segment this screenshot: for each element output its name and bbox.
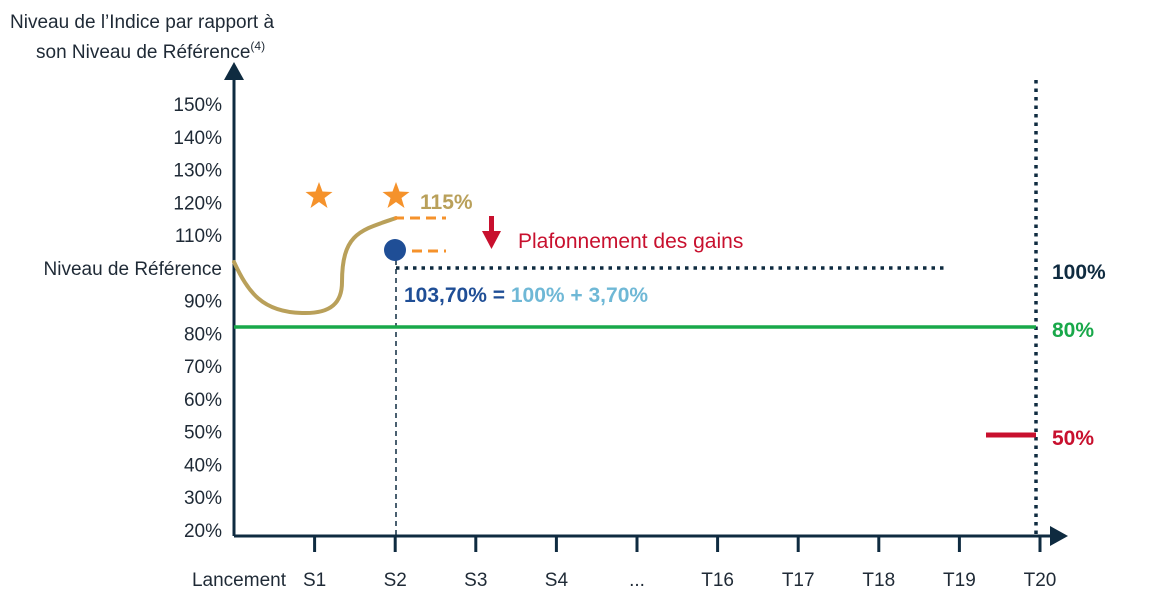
x-tick-label: Lancement	[192, 570, 287, 591]
right-label-80: 80%	[1052, 319, 1094, 342]
formula: 103,70% = 100% + 3,70%	[404, 284, 648, 307]
y-tick-label: 90%	[184, 292, 222, 313]
x-tick-label: S3	[464, 570, 487, 591]
ticks-layer: 150% 140% 130% 120% 110% Niveau de Référence 9…	[44, 95, 1057, 591]
formula-rest: 100% + 3,70%	[511, 284, 649, 307]
y-tick-label: 80%	[184, 324, 222, 345]
y-tick-label: 30%	[184, 488, 222, 509]
y-tick-label: 130%	[173, 161, 222, 182]
x-tick-label: T19	[943, 570, 976, 591]
x-tick-label: T16	[701, 570, 734, 591]
y-tick-label: 50%	[184, 423, 222, 444]
y-axis-title-superscript: (4)	[250, 39, 265, 53]
y-tick-label: 110%	[175, 226, 222, 247]
y-tick-label: 20%	[184, 521, 222, 542]
right-label-100: 100%	[1052, 261, 1106, 284]
y-tick-label: 60%	[184, 390, 222, 411]
cap-arrow-icon	[482, 231, 501, 249]
y-axis-title-line1: Niveau de l’Indice par rapport à	[10, 12, 274, 33]
y-tick-label: 120%	[173, 193, 222, 214]
star-icon-s2	[382, 182, 410, 208]
x-axis-arrow	[1050, 526, 1068, 546]
x-tick-label: S2	[384, 570, 407, 591]
y-tick-label: 140%	[173, 128, 222, 149]
x-tick-label: S1	[303, 570, 326, 591]
x-tick-label: T20	[1024, 570, 1057, 591]
x-tick-label: T17	[782, 570, 815, 591]
x-tick-label: ...	[629, 570, 645, 591]
point-marker-s2	[384, 239, 406, 261]
formula-total: 103,70%	[404, 284, 487, 307]
y-tick-label: 70%	[184, 357, 222, 378]
cap-label: Plafonnement des gains	[518, 230, 743, 253]
right-label-50: 50%	[1052, 427, 1094, 450]
y-tick-label: Niveau de Référence	[44, 259, 223, 280]
cap-arrow-shaft	[489, 216, 494, 233]
x-tick-label: T18	[862, 570, 895, 591]
formula-equals: =	[493, 284, 505, 307]
x-tick-label: S4	[545, 570, 569, 591]
star-icon-s1	[305, 182, 333, 208]
y-tick-label: 40%	[184, 455, 222, 476]
y-axis-title-line2-text: son Niveau de Référence	[36, 42, 250, 63]
y-axis-title-line2: son Niveau de Référence(4)	[36, 39, 265, 63]
y-axis-arrow	[224, 62, 244, 80]
cap-value-label: 115%	[420, 191, 473, 214]
y-tick-label: 150%	[173, 95, 222, 116]
index-curve	[232, 216, 398, 316]
